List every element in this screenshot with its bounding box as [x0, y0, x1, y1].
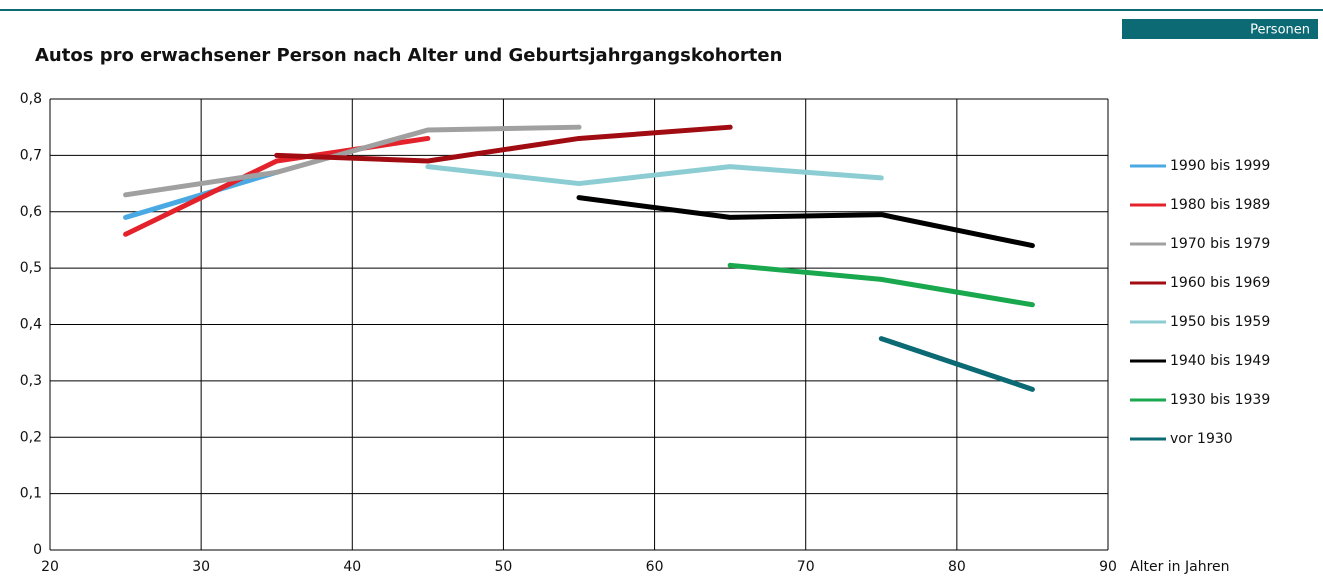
unit-badge — [1122, 19, 1318, 39]
legend-label: 1950 bis 1959 — [1170, 314, 1270, 330]
y-tick-label: 0,8 — [20, 91, 42, 107]
y-tick-label: 0,5 — [20, 260, 42, 276]
x-tick-label: 80 — [948, 559, 966, 575]
y-tick-label: 0,3 — [20, 373, 42, 389]
legend-label: 1990 bis 1999 — [1170, 158, 1270, 174]
series-line — [425, 164, 884, 187]
legend-label: 1970 bis 1979 — [1170, 236, 1270, 252]
y-tick-label: 0,2 — [20, 429, 42, 445]
y-tick-label: 0,1 — [20, 486, 42, 502]
chart-title: Autos pro erwachsener Person nach Alter … — [35, 45, 782, 66]
x-tick-label: 30 — [192, 559, 210, 575]
legend-label: 1940 bis 1949 — [1170, 353, 1270, 369]
series-line — [727, 262, 1035, 308]
legend-label: 1930 bis 1939 — [1170, 392, 1270, 408]
series-line — [274, 124, 733, 164]
legend-label: vor 1930 — [1170, 431, 1233, 447]
x-tick-label: 40 — [343, 559, 361, 575]
series-line — [576, 195, 1035, 249]
legend-label: 1960 bis 1969 — [1170, 275, 1270, 291]
y-tick-label: 0,6 — [20, 204, 42, 220]
unit-label: Personen — [1250, 23, 1310, 38]
x-tick-label: 50 — [495, 559, 513, 575]
x-tick-label: 20 — [41, 559, 59, 575]
series-line — [878, 336, 1035, 392]
legend-label: 1980 bis 1989 — [1170, 197, 1270, 213]
series-line — [123, 124, 582, 198]
x-tick-label: 60 — [646, 559, 664, 575]
y-tick-label: 0,4 — [20, 317, 42, 333]
y-tick-label: 0 — [33, 542, 42, 558]
x-tick-label: 70 — [797, 559, 815, 575]
x-axis-label: Alter in Jahren — [1130, 559, 1230, 575]
series-line — [123, 169, 280, 220]
x-tick-label: 90 — [1099, 559, 1117, 575]
y-tick-label: 0,7 — [20, 147, 42, 163]
